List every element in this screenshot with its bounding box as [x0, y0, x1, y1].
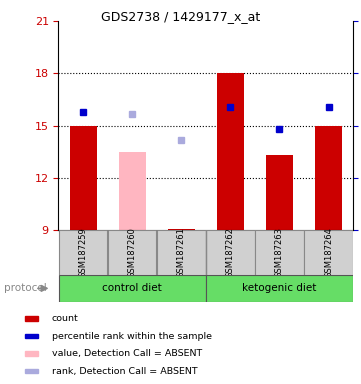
Bar — [206, 230, 255, 275]
Text: protocol: protocol — [4, 283, 46, 293]
Bar — [59, 275, 205, 302]
Text: GSM187260: GSM187260 — [128, 227, 136, 278]
Text: GDS2738 / 1429177_x_at: GDS2738 / 1429177_x_at — [101, 10, 260, 23]
Bar — [70, 126, 96, 230]
Bar — [255, 230, 304, 275]
Bar — [119, 152, 145, 230]
Bar — [315, 126, 342, 230]
Text: percentile rank within the sample: percentile rank within the sample — [52, 331, 212, 341]
Text: GSM187264: GSM187264 — [324, 227, 333, 278]
Bar — [157, 230, 205, 275]
Text: GSM187259: GSM187259 — [79, 227, 87, 278]
Text: rank, Detection Call = ABSENT: rank, Detection Call = ABSENT — [52, 367, 197, 376]
Bar — [304, 230, 353, 275]
Text: control diet: control diet — [102, 283, 162, 293]
Text: ketogenic diet: ketogenic diet — [242, 283, 317, 293]
Text: count: count — [52, 314, 79, 323]
Bar — [266, 156, 293, 230]
Text: value, Detection Call = ABSENT: value, Detection Call = ABSENT — [52, 349, 202, 358]
Text: GSM187261: GSM187261 — [177, 227, 186, 278]
Bar — [168, 228, 195, 230]
Bar — [25, 351, 38, 356]
Bar — [25, 369, 38, 373]
Bar — [108, 230, 156, 275]
Text: GSM187262: GSM187262 — [226, 227, 235, 278]
Bar — [217, 73, 244, 230]
Bar — [25, 334, 38, 338]
Bar — [25, 316, 38, 321]
Text: GSM187263: GSM187263 — [275, 227, 284, 278]
Bar — [206, 275, 353, 302]
Bar — [59, 230, 107, 275]
